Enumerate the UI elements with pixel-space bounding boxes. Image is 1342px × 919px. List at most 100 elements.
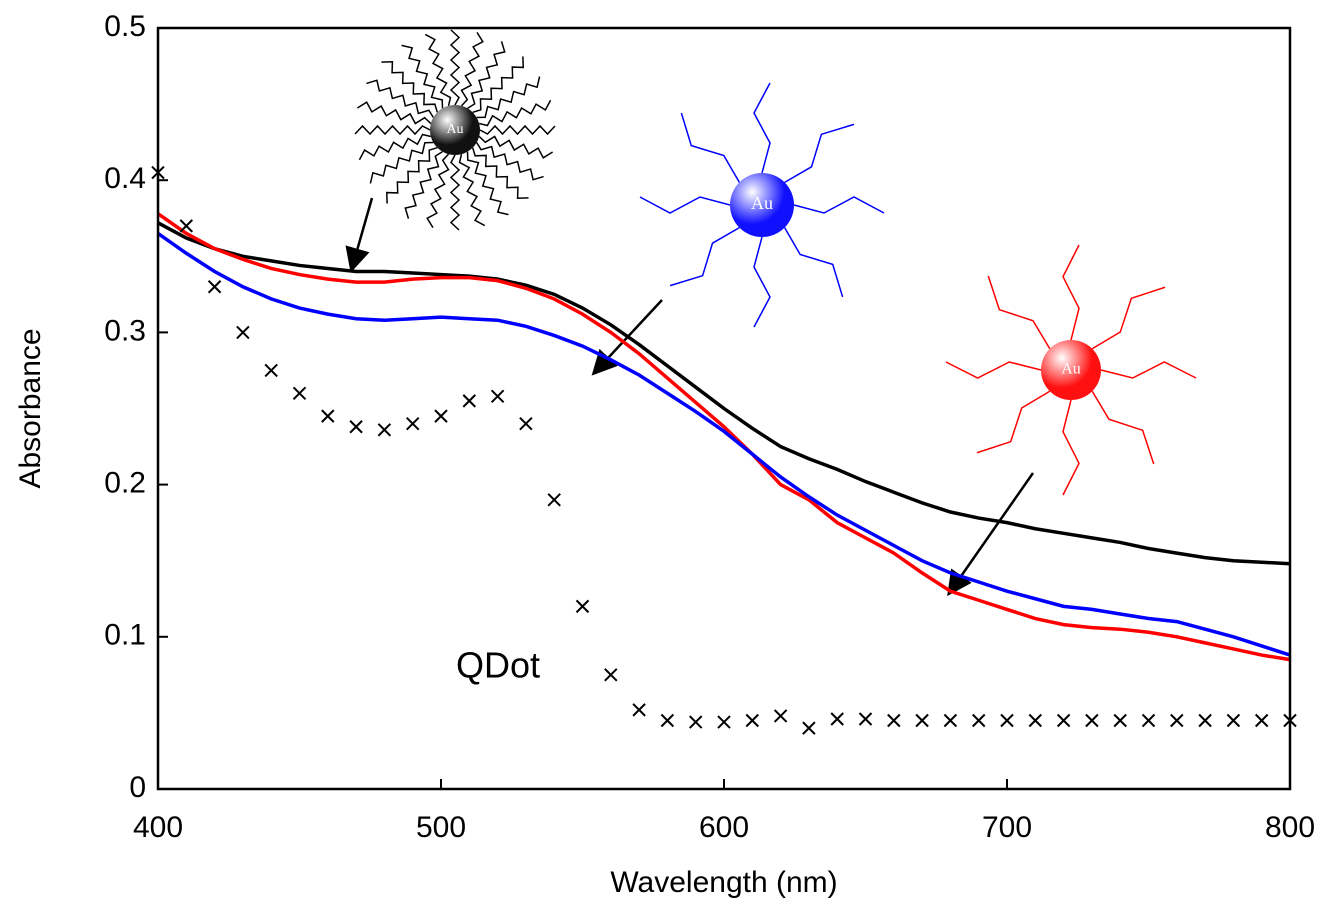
x-marker: [943, 713, 958, 728]
x-axis-label: Wavelength (nm): [610, 866, 837, 899]
ligand: [385, 146, 438, 204]
x-marker: [773, 709, 788, 723]
nanoparticle: [1041, 340, 1101, 400]
x-marker: [1000, 713, 1014, 728]
x-tick-label: 700: [982, 811, 1032, 844]
x-marker: [858, 712, 873, 726]
x-marker: [660, 713, 675, 728]
ligand: [478, 135, 554, 159]
x-marker: [1085, 713, 1099, 728]
ligand: [404, 151, 443, 219]
x-tick-label: 800: [1265, 811, 1315, 844]
ligand: [1091, 390, 1155, 465]
ligand: [426, 153, 450, 229]
arrow: [345, 197, 374, 273]
y-tick-label: 0.4: [104, 162, 146, 195]
x-marker: [1170, 713, 1184, 728]
x-marker: [490, 389, 505, 404]
ligand: [424, 33, 452, 107]
series-line: [157, 221, 1291, 566]
y-tick-label: 0.5: [104, 10, 146, 43]
particle-label: Au: [751, 193, 773, 213]
ligand: [639, 196, 731, 214]
annotation: QDot: [456, 645, 540, 686]
x-marker: [717, 715, 731, 729]
x-marker: [802, 721, 816, 735]
x-marker: [547, 493, 561, 507]
x-marker: [1056, 713, 1071, 728]
ligand: [356, 101, 432, 125]
ligand: [1062, 399, 1080, 496]
molecule-drawings: [345, 29, 1197, 597]
series-line: [156, 232, 1291, 657]
ligand: [976, 390, 1051, 454]
ligand: [669, 226, 740, 287]
series-line: [156, 212, 1291, 662]
x-marker: [632, 703, 646, 717]
x-marker: [830, 712, 844, 726]
x-marker: [405, 417, 420, 431]
ligand: [458, 153, 486, 227]
ligand: [479, 124, 556, 136]
ligand: [467, 41, 506, 109]
ligand: [366, 79, 434, 118]
ligand: [753, 236, 771, 328]
x-marker: [1198, 713, 1212, 728]
y-tick-label: 0: [129, 771, 146, 804]
x-marker: [915, 713, 929, 728]
x-tick-label: 400: [133, 811, 183, 844]
x-marker: [1113, 713, 1127, 728]
x-marker: [745, 713, 760, 728]
arrow: [947, 472, 1035, 597]
y-tick-label: 0.1: [104, 619, 146, 652]
x-marker: [1141, 713, 1156, 728]
x-marker: [434, 409, 448, 423]
x-marker: [971, 713, 986, 728]
ligand: [449, 29, 461, 106]
y-tick-label: 0.2: [104, 467, 146, 500]
ligand: [987, 275, 1051, 350]
x-marker: [519, 417, 533, 431]
ligand: [401, 44, 444, 109]
ligand: [1091, 286, 1166, 350]
x-marker: [575, 599, 590, 614]
ligand: [1100, 361, 1197, 379]
ligand: [783, 227, 844, 298]
x-marker: [349, 420, 363, 434]
x-marker: [688, 715, 703, 729]
x-marker: [604, 668, 618, 682]
ligand: [381, 60, 439, 113]
ligand: [753, 82, 771, 174]
ligand: [471, 147, 529, 200]
ligand: [354, 124, 431, 136]
ligand: [358, 133, 432, 161]
x-marker: [887, 713, 901, 728]
ligand: [945, 361, 1042, 379]
x-tick-label: 600: [699, 811, 749, 844]
ligand: [478, 99, 552, 127]
x-marker: [1226, 713, 1241, 728]
x-marker: [1254, 713, 1269, 728]
ligand: [460, 31, 484, 107]
y-axis-label: Absorbance: [14, 328, 47, 488]
particle-label: Au: [1061, 361, 1081, 378]
ligand: [793, 196, 885, 214]
x-marker: [377, 423, 392, 437]
ligand: [466, 151, 509, 216]
x-marker: [236, 325, 250, 340]
ligand: [680, 112, 741, 183]
ligand: [1062, 244, 1080, 341]
y-tick-label: 0.3: [104, 314, 146, 347]
ligand: [472, 56, 525, 114]
x-marker: [264, 363, 278, 378]
ligand: [476, 142, 544, 181]
x-marker: [1028, 713, 1043, 728]
ligand: [369, 141, 434, 184]
ligand: [449, 154, 461, 231]
ligand: [476, 76, 541, 119]
x-marker: [292, 386, 307, 400]
x-marker: [321, 409, 335, 423]
x-tick-label: 500: [416, 811, 466, 844]
x-marker: [179, 219, 194, 233]
